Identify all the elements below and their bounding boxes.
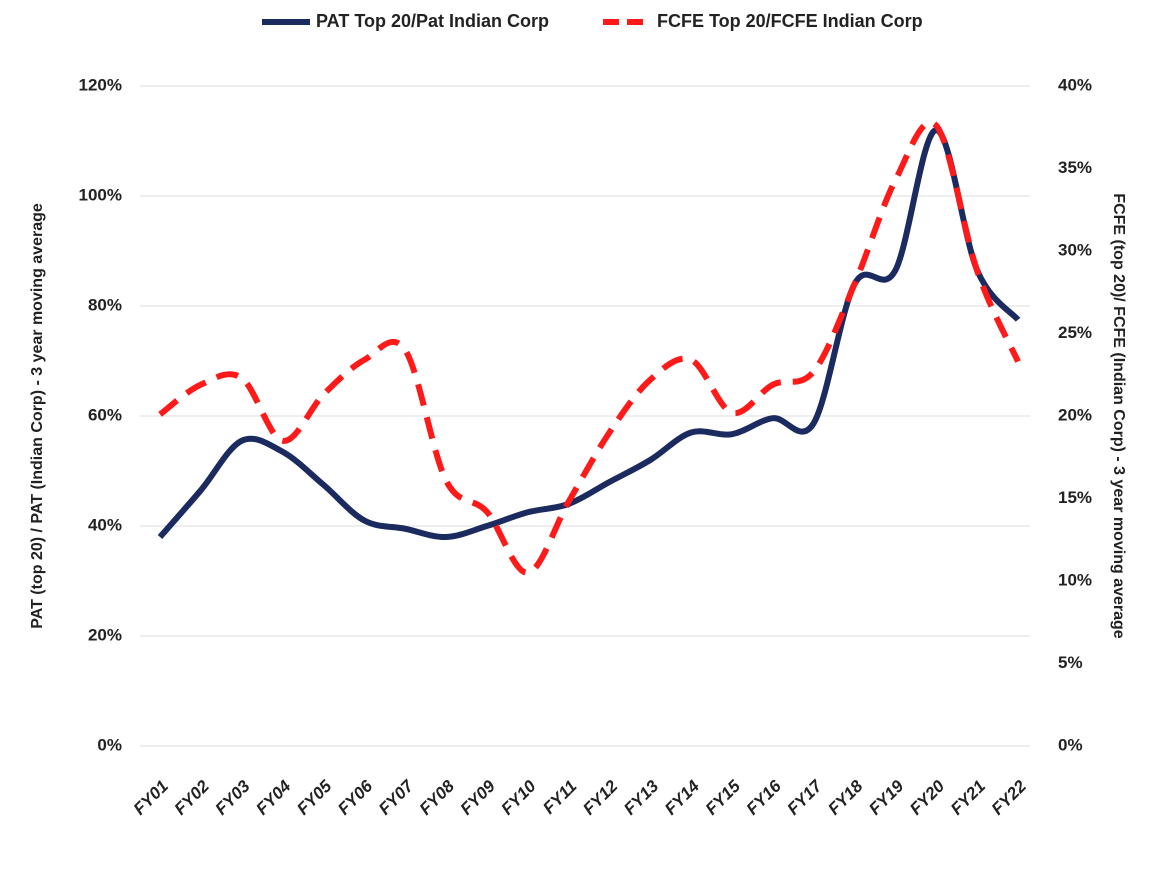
- x-tick-label: FY15: [702, 776, 745, 819]
- x-tick-label: FY22: [988, 776, 1031, 819]
- y-tick-label: 120%: [79, 75, 122, 94]
- y2-tick-label: 25%: [1058, 323, 1092, 342]
- y2-tick-label: 0%: [1058, 735, 1083, 754]
- y2-tick-label: 35%: [1058, 158, 1092, 177]
- series-line: [158, 119, 1021, 576]
- x-tick-label: FY21: [947, 777, 989, 819]
- y2-tick-label: 20%: [1058, 405, 1092, 424]
- legend-label: FCFE Top 20/FCFE Indian Corp: [657, 11, 923, 31]
- x-tick-label: FY04: [252, 776, 295, 819]
- x-tick-label: FY18: [824, 776, 867, 819]
- x-tick-label: FY17: [784, 775, 827, 818]
- x-tick-label: FY03: [212, 776, 255, 819]
- series-line: [157, 126, 1021, 541]
- y2-tick-label: 40%: [1058, 75, 1092, 94]
- x-tick-label: FY01: [130, 777, 172, 819]
- y-axis-title: PAT (top 20) / PAT (Indian Corp) - 3 yea…: [29, 203, 46, 629]
- x-tick-label: FY05: [293, 776, 336, 819]
- x-tick-label: FY14: [661, 776, 704, 819]
- y-tick-label: 60%: [88, 405, 122, 424]
- x-tick-label: FY13: [620, 776, 663, 819]
- x-tick-label: FY19: [865, 776, 908, 819]
- x-tick-label: FY10: [498, 776, 541, 819]
- y2-tick-label: 5%: [1058, 653, 1083, 672]
- y2-tick-label: 15%: [1058, 488, 1092, 507]
- x-tick-label: FY08: [416, 776, 459, 819]
- y2-axis-title: FCFE (top 20)/ FCFE (Indian Corp) - 3 ye…: [1110, 193, 1127, 639]
- x-tick-label: FY12: [579, 776, 622, 819]
- y-tick-label: 40%: [88, 515, 122, 534]
- x-tick-label: FY06: [334, 776, 377, 819]
- legend-label: PAT Top 20/Pat Indian Corp: [316, 11, 549, 31]
- y2-tick-label: 30%: [1058, 240, 1092, 259]
- x-tick-label: FY20: [906, 776, 949, 819]
- y-tick-label: 80%: [88, 295, 122, 314]
- x-tick-label: FY02: [171, 776, 214, 819]
- y-tick-label: 0%: [97, 735, 122, 754]
- x-tick-label: FY16: [743, 776, 786, 819]
- y2-tick-label: 10%: [1058, 570, 1092, 589]
- x-tick-label: FY07: [375, 775, 418, 818]
- x-tick-label: FY11: [539, 777, 580, 818]
- y-tick-label: 100%: [79, 185, 122, 204]
- y-tick-label: 20%: [88, 625, 122, 644]
- x-tick-label: FY09: [457, 776, 500, 819]
